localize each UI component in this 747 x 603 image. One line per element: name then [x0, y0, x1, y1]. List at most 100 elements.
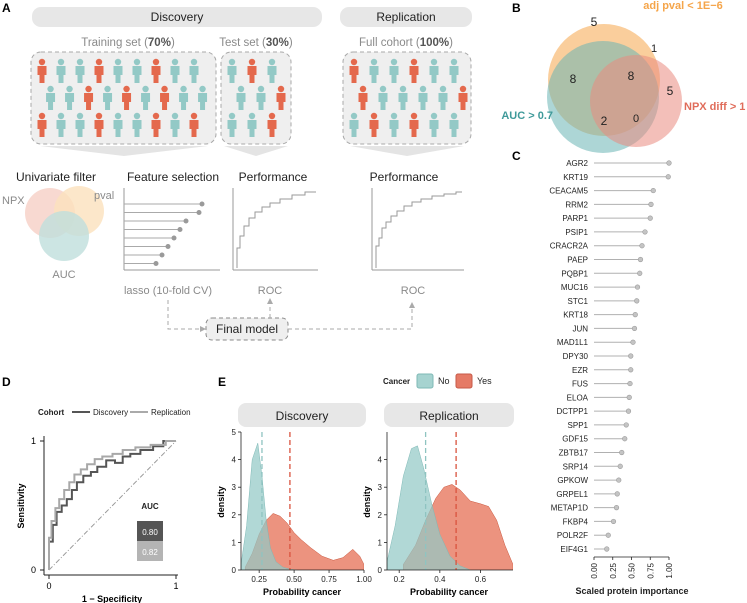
lasso-label: lasso (10-fold CV) — [124, 285, 212, 297]
protein-lollipop-dot — [617, 463, 623, 469]
protein-label: EZR — [572, 366, 588, 375]
panel-label-d: D — [2, 375, 11, 389]
protein-lollipop-dot — [637, 256, 644, 263]
venn-set-pval: adj pval < 1E−6 — [643, 0, 723, 12]
roc-xlabel: 1 − Specificity — [82, 594, 142, 603]
protein-lollipop-dot — [665, 174, 671, 180]
person-icon — [349, 112, 359, 137]
density-tick-label-y: 1 — [232, 538, 237, 547]
npx-label: NPX — [2, 195, 25, 207]
protein-lollipop-dot — [604, 546, 610, 552]
full-cohort-label: Full cohort (100%) — [359, 37, 453, 49]
density-tick-label-x: 0.4 — [434, 575, 446, 584]
density-tick-label-y: 1 — [378, 538, 383, 547]
person-icon — [369, 112, 379, 137]
protein-label: DPY30 — [563, 352, 589, 361]
person-icon — [94, 58, 104, 83]
venn-mini-auc — [39, 211, 89, 261]
funnel-test — [224, 146, 288, 156]
person-icon — [113, 112, 123, 137]
density-tick-label-y: 4 — [378, 456, 383, 465]
protein-label: GPKOW — [557, 476, 588, 485]
protein-label: JUN — [572, 324, 588, 333]
density-tick-label-x: 0.2 — [394, 575, 406, 584]
panel-label-a: A — [2, 1, 11, 15]
person-icon — [113, 58, 123, 83]
protein-importance-chart: AGR2 KRT19 CEACAM5 RRM2 PARP1 PSIP1 CRACR2A PAE… — [549, 159, 674, 579]
protein-label: FKBP4 — [563, 517, 589, 526]
fs-lollipop-dot — [177, 227, 183, 232]
protein-lollipop-dot — [628, 367, 634, 373]
density-tick-label-x: 0.25 — [251, 575, 267, 584]
panel-e-legend-title: Cancer — [383, 377, 410, 386]
panel-c-xlabel: Scaled protein importance — [575, 586, 688, 596]
density-area-no — [387, 445, 471, 570]
person-icon — [276, 85, 286, 110]
person-icon — [151, 58, 161, 83]
person-icon — [179, 85, 189, 110]
protein-label: POLR2F — [557, 531, 588, 540]
venn-count-pval-auc: 8 — [570, 72, 577, 86]
protein-label: FUS — [572, 380, 588, 389]
feature-selection-label: Feature selection — [127, 170, 219, 184]
protein-label: PAEP — [567, 256, 588, 265]
protein-label: SRP14 — [563, 462, 589, 471]
funnel-full — [350, 146, 464, 156]
auc-value-discovery: 0.80 — [142, 528, 158, 537]
protein-label: AGR2 — [566, 159, 588, 168]
density-plot-discovery — [241, 442, 364, 570]
person-icon — [56, 112, 66, 137]
protein-label: CRACR2A — [550, 242, 589, 251]
person-icon — [358, 85, 368, 110]
person-icon — [438, 85, 448, 110]
feature-selection-lollipops — [124, 201, 205, 266]
arrow-heads — [200, 298, 415, 332]
auc-legend-title: AUC — [141, 502, 159, 511]
person-icon — [389, 112, 399, 137]
protein-label: DCTPP1 — [556, 407, 588, 416]
fs-lollipop-dot — [196, 210, 202, 215]
person-icon — [247, 58, 257, 83]
protein-lollipop-dot — [628, 353, 634, 359]
person-icon — [170, 112, 180, 137]
protein-lollipop-dot — [632, 312, 638, 318]
person-icon — [247, 112, 257, 137]
person-icon — [227, 58, 237, 83]
protein-lollipop-dot — [634, 284, 641, 290]
person-icon — [75, 58, 85, 83]
protein-lollipop-dot — [627, 380, 633, 387]
protein-lollipop-dot — [610, 518, 617, 525]
protein-lollipop-dot — [642, 229, 648, 235]
venn-count-auc-only: 2 — [601, 114, 608, 128]
protein-lollipop-dot — [666, 160, 672, 166]
replication-strip-label: Replication — [419, 409, 478, 423]
panel-label-c: C — [512, 149, 521, 163]
legend-yes-swatch — [455, 373, 473, 389]
training-set-label: Training set (70%) — [81, 37, 175, 49]
person-icon — [37, 58, 47, 83]
univariate-filter-label: Univariate filter — [16, 170, 96, 184]
person-icon — [103, 85, 113, 110]
roc-diagonal — [48, 440, 177, 571]
density-tick-label-y: 3 — [378, 483, 383, 492]
protein-label: EIF4G1 — [560, 545, 588, 554]
roc-tick-label-x0: 0 — [46, 581, 51, 591]
protein-label: GDF15 — [562, 435, 588, 444]
fs-lollipop-dot — [199, 201, 205, 207]
protein-label: STC1 — [568, 297, 589, 306]
person-icon — [46, 85, 56, 110]
panel-c-tick-label: 0.75 — [646, 562, 655, 578]
venn-set-auc: AUC > 0.7 — [501, 110, 553, 122]
protein-label: RRM2 — [565, 200, 588, 209]
person-icon — [160, 85, 170, 110]
performance-label-2: Performance — [370, 170, 439, 184]
person-icon — [37, 112, 47, 137]
roc-ylabel: Sensitivity — [16, 483, 26, 528]
person-icon — [429, 112, 439, 137]
person-icon — [56, 58, 66, 83]
fs-lollipop-dot — [165, 244, 171, 249]
protein-lollipop-dot — [647, 215, 653, 221]
protein-lollipop-dot — [625, 408, 632, 414]
auc-value-replication: 0.82 — [142, 548, 158, 557]
